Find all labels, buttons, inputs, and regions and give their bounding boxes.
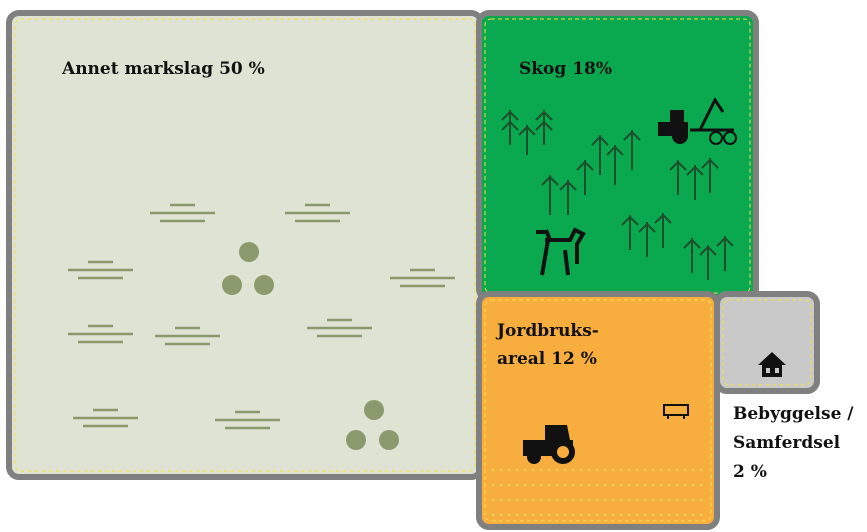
box-border	[14, 18, 476, 472]
region-label: Bebyggelse /	[733, 404, 854, 424]
region-label: Skog 18%	[519, 59, 612, 79]
region-label: areal 12 %	[497, 349, 597, 369]
grass-icons	[68, 203, 455, 430]
box-border	[722, 299, 812, 386]
region-label: 2 %	[733, 462, 767, 482]
region-label: Annet markslag 50 %	[61, 59, 265, 79]
moose-icon	[536, 227, 586, 276]
farm-tractor-icon	[523, 425, 575, 464]
forest-icons	[501, 110, 734, 280]
skog-box	[476, 10, 759, 302]
bebyggelse-box	[714, 291, 820, 394]
box-border	[484, 299, 712, 522]
region-label: Jordbruks-	[495, 321, 599, 341]
tree-icons	[222, 242, 399, 450]
cow-icon	[663, 404, 689, 419]
region-label: Samferdsel	[733, 433, 841, 453]
jordbruk-box	[476, 291, 720, 530]
forest-tractor-icon	[658, 97, 737, 145]
house-icon	[758, 352, 786, 377]
